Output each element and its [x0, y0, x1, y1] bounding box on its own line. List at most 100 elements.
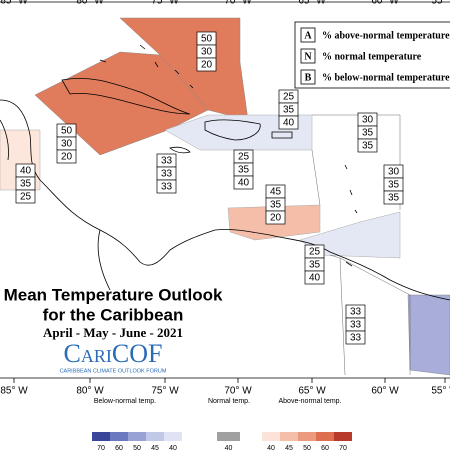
prob-value: 35 — [362, 141, 374, 152]
prob-value: 50 — [201, 34, 213, 45]
prob-cell — [56, 149, 77, 164]
prob-value: 33 — [350, 333, 362, 344]
lon-label-bottom: 75° W — [151, 386, 179, 397]
lon-label-top: 75° W — [151, 0, 179, 7]
prob-cell — [15, 189, 36, 204]
scale-tick: 60 — [321, 445, 329, 450]
prob-cell — [304, 270, 325, 285]
lon-label-top: 85° W — [0, 0, 28, 7]
prob-value: 33 — [350, 307, 362, 318]
prob-value: 40 — [238, 178, 250, 189]
hispaniola-coast — [204, 119, 261, 141]
prob-value: 35 — [238, 165, 250, 176]
prob-value: 30 — [388, 167, 400, 178]
prob-value: 33 — [161, 156, 173, 167]
scale-tick: 70 — [97, 445, 105, 450]
key-letter: B — [305, 72, 312, 83]
scale-tick: 60 — [115, 445, 123, 450]
scale-swatch — [92, 432, 110, 441]
lon-label-bottom: 60° W — [371, 386, 399, 397]
prob-value: 33 — [161, 169, 173, 180]
scale-tick: 45 — [285, 445, 293, 450]
prob-value: 33 — [161, 182, 173, 193]
isthmus-coast — [0, 119, 111, 291]
scale-label: Normal temp. — [208, 398, 250, 405]
lon-label-bottom: 55° W — [431, 386, 450, 397]
prob-value: 20 — [201, 60, 213, 71]
prob-value: 25 — [20, 192, 32, 203]
scale-label: Above-normal temp. — [278, 398, 341, 405]
pr-coast — [271, 131, 293, 139]
scale-swatch — [298, 432, 316, 441]
region-hispaniola — [164, 114, 313, 151]
prob-value: 20 — [270, 213, 282, 224]
scale-swatch — [128, 432, 146, 441]
region-cuba — [34, 51, 209, 156]
region-outline — [311, 114, 411, 376]
prob-value: 25 — [309, 247, 321, 258]
lon-label-bottom: 85° W — [0, 386, 28, 397]
prob-value: 40 — [20, 166, 32, 177]
logo-subtitle: CARIBBEAN CLIMATE OUTLOOK FORUM — [60, 368, 167, 374]
prob-cell — [196, 57, 217, 72]
prob-cell — [345, 330, 366, 345]
prob-value: 35 — [362, 128, 374, 139]
lon-label-top: 70° W — [224, 0, 252, 7]
key-letter: N — [304, 51, 312, 62]
key-box — [300, 48, 316, 64]
jamaica-coast — [169, 146, 191, 154]
prob-cell — [357, 138, 378, 153]
scale-swatch — [280, 432, 298, 441]
prob-value: 50 — [61, 126, 73, 137]
key-box — [300, 69, 316, 85]
key-text: % above-normal temperature — [322, 30, 450, 41]
scale-tick: 45 — [151, 445, 159, 450]
prob-value: 20 — [61, 152, 73, 163]
prob-value: 33 — [350, 320, 362, 331]
prob-value: 45 — [270, 187, 282, 198]
prob-value: 35 — [270, 200, 282, 211]
lon-label-top: 55° W — [431, 0, 450, 7]
prob-value: 35 — [388, 193, 400, 204]
prob-value: 35 — [283, 105, 295, 116]
prob-value: 30 — [362, 115, 374, 126]
prob-value: 35 — [388, 180, 400, 191]
lon-label-top: 65° W — [298, 0, 326, 7]
lon-label-bottom: 80° W — [76, 386, 104, 397]
key-text: % normal temperature — [322, 51, 422, 62]
prob-value: 25 — [283, 92, 295, 103]
key: A % above-normal temperature N % normal tem… — [294, 21, 450, 89]
lon-label-top: 80° W — [76, 0, 104, 7]
period: April - May - June - 2021 — [43, 325, 183, 340]
scale-tick: 40 — [267, 445, 275, 450]
scale-swatch — [110, 432, 128, 441]
prob-cell — [233, 175, 254, 190]
scale-tick: 40 — [169, 445, 177, 450]
scale-tick: 50 — [303, 445, 311, 450]
scale-label: Below-normal temp. — [94, 398, 156, 405]
cuba-coast — [61, 77, 191, 115]
prob-value: 35 — [309, 260, 321, 271]
scale-swatch — [334, 432, 352, 441]
lon-label-bottom: 70° W — [224, 386, 252, 397]
scale-tick: 70 — [339, 445, 347, 450]
title-line: for the Caribbean — [43, 305, 184, 324]
islands — [99, 44, 358, 267]
prob-cell — [278, 115, 299, 130]
scale-tick: 40 — [225, 445, 233, 450]
prob-cell — [265, 210, 286, 225]
logo: CariCOF — [64, 339, 163, 368]
prob-cell — [156, 179, 177, 194]
prob-value: 30 — [61, 139, 73, 150]
scale-swatch — [164, 432, 182, 441]
prob-cell — [383, 190, 404, 205]
lon-label-bottom: 65° W — [298, 386, 326, 397]
region-french-guiana — [407, 294, 450, 376]
scale-swatch — [316, 432, 334, 441]
prob-value: 40 — [309, 273, 321, 284]
scale-swatch — [146, 432, 164, 441]
prob-value: 30 — [201, 47, 213, 58]
scale-swatch — [262, 432, 280, 441]
prob-value: 40 — [283, 118, 295, 129]
